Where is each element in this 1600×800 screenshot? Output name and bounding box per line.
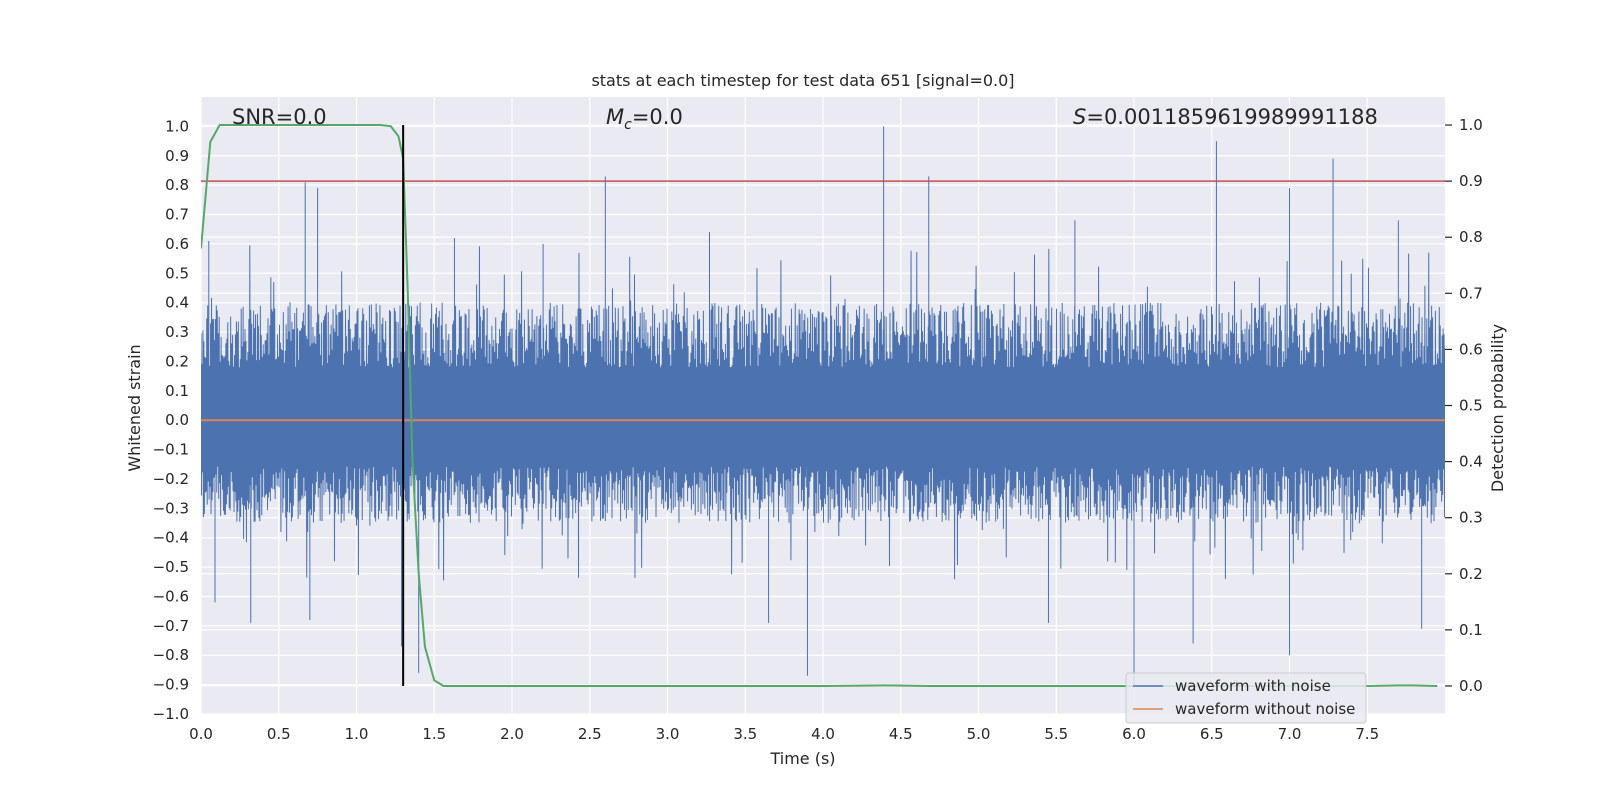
- left-tick-label: −0.7: [153, 617, 189, 635]
- right-tick-label: 0.9: [1459, 172, 1483, 190]
- x-tick-label: 6.0: [1122, 725, 1146, 743]
- left-tick-label: 0.3: [165, 323, 189, 341]
- left-tick-label: 0.7: [165, 206, 189, 224]
- left-tick-label: 0.2: [165, 352, 189, 370]
- left-tick-label: −0.9: [153, 676, 189, 694]
- legend-label-with-noise: waveform with noise: [1175, 677, 1331, 695]
- x-tick-label: 6.5: [1200, 725, 1224, 743]
- legend-label-without-noise: waveform without noise: [1175, 700, 1355, 718]
- x-tick-label: 0.0: [189, 725, 213, 743]
- left-tick-label: 0.9: [165, 147, 189, 165]
- x-tick-label: 1.5: [422, 725, 446, 743]
- left-tick-label: −0.8: [153, 646, 189, 664]
- chirp-mass-annotation: Mc=0.0: [606, 105, 683, 133]
- x-tick-label: 7.5: [1355, 725, 1379, 743]
- x-tick-label: 2.0: [500, 725, 524, 743]
- right-tick-label: 0.6: [1459, 340, 1483, 358]
- left-axis-label: Whitened strain: [125, 344, 144, 471]
- score-annotation: S=0.0011859619989991188: [1073, 105, 1378, 129]
- x-tick-label: 7.0: [1278, 725, 1302, 743]
- left-tick-label: −0.4: [153, 529, 189, 547]
- right-axis-label: Detection probability: [1488, 324, 1507, 492]
- right-tick-label: 0.7: [1459, 284, 1483, 302]
- right-tick-label: 0.8: [1459, 228, 1483, 246]
- left-tick-label: 0.6: [165, 235, 189, 253]
- x-tick-label: 4.5: [889, 725, 913, 743]
- x-tick-label: 2.5: [578, 725, 602, 743]
- x-tick-label: 4.0: [811, 725, 835, 743]
- chart-title: stats at each timestep for test data 651…: [591, 71, 1014, 90]
- right-tick-label: 0.2: [1459, 565, 1483, 583]
- right-tick-label: 1.0: [1459, 116, 1483, 134]
- left-axis-ticks: 1.0 0.9 0.8 0.7 0.6 0.5 0.4 0.3 0.2 0.1 0.0 −0.1 −0.…: [153, 117, 189, 723]
- left-tick-label: 0.4: [165, 294, 189, 312]
- left-tick-label: 1.0: [165, 117, 189, 135]
- x-tick-label: 5.5: [1044, 725, 1068, 743]
- right-tick-label: 0.4: [1459, 453, 1483, 471]
- right-tick-label: 0.3: [1459, 509, 1483, 527]
- series-waveform-with-noise: [201, 126, 1445, 685]
- left-tick-label: −0.3: [153, 499, 189, 517]
- left-tick-label: 0.1: [165, 382, 189, 400]
- legend-box: [1125, 672, 1367, 724]
- left-tick-label: 0.5: [165, 264, 189, 282]
- left-tick-label: 0.0: [165, 411, 189, 429]
- left-tick-label: −1.0: [153, 705, 189, 723]
- snr-annotation: SNR=0.0: [232, 105, 327, 129]
- x-tick-label: 5.0: [967, 725, 991, 743]
- right-tick-label: 0.1: [1459, 621, 1483, 639]
- right-tick-label: 0.0: [1459, 677, 1483, 695]
- x-tick-label: 3.5: [733, 725, 757, 743]
- left-tick-label: −0.5: [153, 558, 189, 576]
- right-tick-label: 0.5: [1459, 397, 1483, 415]
- x-tick-label: 1.0: [345, 725, 369, 743]
- right-axis-ticks: 1.0 0.9 0.8 0.7 0.6 0.5 0.4 0.3 0.2 0.1 0.0: [1445, 116, 1483, 695]
- x-tick-label: 3.0: [656, 725, 680, 743]
- left-tick-label: 0.8: [165, 176, 189, 194]
- left-tick-label: −0.6: [153, 587, 189, 605]
- left-tick-label: −0.2: [153, 470, 189, 488]
- legend: waveform with noise waveform without noi…: [1125, 672, 1367, 724]
- x-tick-label: 0.5: [267, 725, 291, 743]
- x-axis-ticks: 0.0 0.5 1.0 1.5 2.0 2.5 3.0 3.5 4.0 4.5 5.0 5.5 6.0 6…: [189, 725, 1379, 743]
- x-axis-label: Time (s): [769, 749, 835, 768]
- left-tick-label: −0.1: [153, 441, 189, 459]
